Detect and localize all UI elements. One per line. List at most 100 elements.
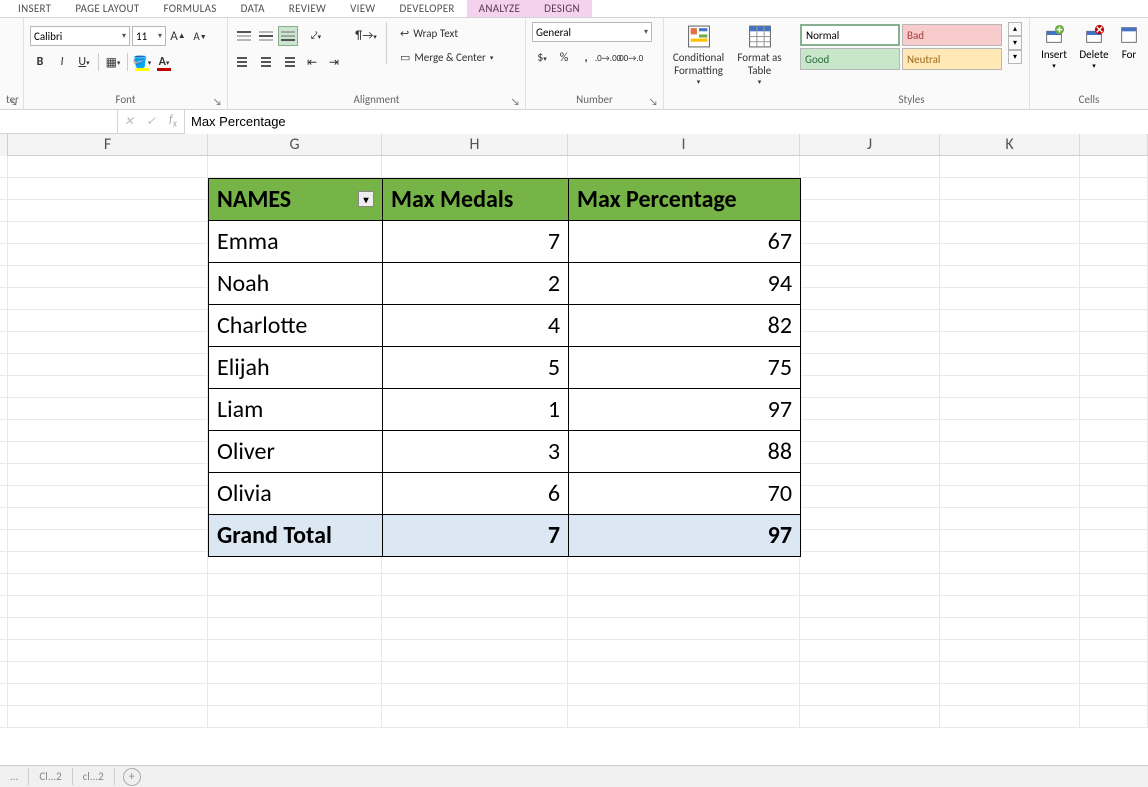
- cell[interactable]: [940, 442, 1080, 464]
- wrap-text-button[interactable]: ↩ Wrap Text: [393, 22, 500, 44]
- cell[interactable]: [1080, 420, 1148, 442]
- cell[interactable]: [0, 662, 8, 684]
- cell[interactable]: [800, 442, 940, 464]
- cell[interactable]: [1080, 596, 1148, 618]
- formula-input[interactable]: [185, 110, 1148, 134]
- bold-button[interactable]: B: [30, 52, 50, 72]
- pivot-cell[interactable]: Olivia: [209, 473, 383, 515]
- cell[interactable]: [1080, 530, 1148, 552]
- increase-decimal-button[interactable]: .0→.00: [598, 48, 618, 68]
- cell[interactable]: [800, 596, 940, 618]
- cell[interactable]: [940, 266, 1080, 288]
- sheet-tab[interactable]: ...: [0, 768, 29, 785]
- cell[interactable]: [1080, 398, 1148, 420]
- orientation-button[interactable]: ⤦▾: [302, 26, 330, 46]
- cell[interactable]: [800, 354, 940, 376]
- cell[interactable]: [568, 156, 800, 178]
- cell[interactable]: [800, 310, 940, 332]
- cell[interactable]: [0, 442, 8, 464]
- new-sheet-button[interactable]: +: [123, 768, 141, 786]
- cell[interactable]: [8, 244, 208, 266]
- cell[interactable]: [8, 508, 208, 530]
- cell[interactable]: [940, 178, 1080, 200]
- pivot-row[interactable]: Emma767: [209, 221, 801, 263]
- cell[interactable]: [8, 486, 208, 508]
- cell[interactable]: [208, 640, 382, 662]
- pivot-cell[interactable]: Grand Total: [209, 515, 383, 557]
- pivot-cell[interactable]: 97: [569, 389, 801, 431]
- pivot-cell[interactable]: 4: [383, 305, 569, 347]
- dialog-launcher-icon[interactable]: ↘: [649, 95, 661, 107]
- cell[interactable]: [8, 442, 208, 464]
- insert-function-button[interactable]: fx: [162, 110, 184, 134]
- cell[interactable]: [8, 662, 208, 684]
- cell[interactable]: [208, 706, 382, 728]
- decrease-font-icon[interactable]: A▼: [190, 26, 210, 46]
- cell[interactable]: [382, 640, 568, 662]
- cell[interactable]: [568, 684, 800, 706]
- cell[interactable]: [800, 508, 940, 530]
- cell[interactable]: [940, 508, 1080, 530]
- cell[interactable]: [1080, 552, 1148, 574]
- ribbon-tab-developer[interactable]: DEVELOPER: [388, 0, 467, 17]
- cell[interactable]: [0, 354, 8, 376]
- cell[interactable]: [940, 486, 1080, 508]
- cell[interactable]: [940, 574, 1080, 596]
- pivot-header[interactable]: Max Percentage: [569, 179, 801, 221]
- pivot-row[interactable]: Charlotte482: [209, 305, 801, 347]
- cell[interactable]: [0, 376, 8, 398]
- cell[interactable]: [0, 596, 8, 618]
- cell[interactable]: [800, 530, 940, 552]
- cell[interactable]: [382, 596, 568, 618]
- cell[interactable]: [8, 464, 208, 486]
- cell[interactable]: [1080, 442, 1148, 464]
- fill-color-button[interactable]: 🪣▾: [132, 52, 152, 72]
- cell[interactable]: [208, 684, 382, 706]
- cell[interactable]: [800, 244, 940, 266]
- pivot-row[interactable]: Elijah575: [209, 347, 801, 389]
- cell[interactable]: [0, 398, 8, 420]
- gallery-more-button[interactable]: ▾: [1008, 50, 1022, 64]
- cell[interactable]: [1080, 266, 1148, 288]
- comma-format-button[interactable]: ,: [576, 48, 596, 68]
- cell[interactable]: [940, 354, 1080, 376]
- cell[interactable]: [8, 376, 208, 398]
- cell[interactable]: [0, 684, 8, 706]
- cell[interactable]: [8, 420, 208, 442]
- format-cells-button[interactable]: For: [1116, 22, 1142, 88]
- cell[interactable]: [1080, 684, 1148, 706]
- cell[interactable]: [800, 486, 940, 508]
- pivot-cell[interactable]: Oliver: [209, 431, 383, 473]
- cell[interactable]: [940, 420, 1080, 442]
- cell[interactable]: [800, 222, 940, 244]
- cell-styles-gallery[interactable]: NormalBadGoodNeutral: [800, 24, 1002, 70]
- pivot-cell[interactable]: 7: [383, 515, 569, 557]
- cell[interactable]: [382, 574, 568, 596]
- cell[interactable]: [382, 684, 568, 706]
- cell[interactable]: [0, 552, 8, 574]
- pivot-cell[interactable]: Noah: [209, 263, 383, 305]
- decrease-decimal-button[interactable]: .00→.0: [620, 48, 640, 68]
- worksheet-grid[interactable]: F G H I J K NAMES▾Max MedalsMax Percenta…: [0, 134, 1148, 728]
- cell[interactable]: [0, 420, 8, 442]
- cell[interactable]: [8, 398, 208, 420]
- gallery-down-button[interactable]: ▾: [1008, 36, 1022, 50]
- pivot-cell[interactable]: 67: [569, 221, 801, 263]
- cell[interactable]: [800, 332, 940, 354]
- grid-row[interactable]: [0, 574, 1148, 596]
- pivot-cell[interactable]: Charlotte: [209, 305, 383, 347]
- cell[interactable]: [568, 574, 800, 596]
- pivot-cell[interactable]: 2: [383, 263, 569, 305]
- cell[interactable]: [1080, 288, 1148, 310]
- cell[interactable]: [208, 662, 382, 684]
- cell[interactable]: [1080, 662, 1148, 684]
- cell[interactable]: [940, 596, 1080, 618]
- cell[interactable]: [8, 200, 208, 222]
- pivot-cell[interactable]: 75: [569, 347, 801, 389]
- filter-dropdown-icon[interactable]: ▾: [358, 191, 374, 207]
- conditional-formatting-button[interactable]: Conditional Formatting ▾: [670, 22, 727, 88]
- align-middle-button[interactable]: [256, 26, 276, 46]
- cell[interactable]: [0, 244, 8, 266]
- cell[interactable]: [940, 662, 1080, 684]
- cell[interactable]: [8, 156, 208, 178]
